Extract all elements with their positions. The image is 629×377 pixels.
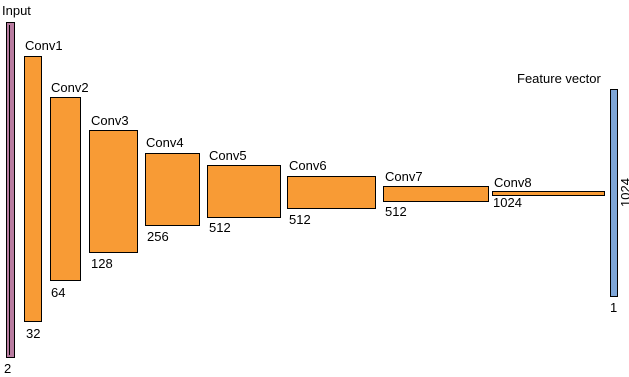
feature-vector-depth: 1	[610, 300, 618, 315]
conv2-block	[50, 97, 81, 281]
feature-vector-dim: 1024	[618, 178, 629, 207]
conv6-block	[287, 176, 376, 209]
conv6-label: Conv6	[289, 158, 327, 173]
conv8-label: Conv8	[494, 175, 532, 190]
input-block	[6, 22, 15, 358]
conv7-channels: 512	[385, 204, 407, 219]
conv5-block	[207, 165, 281, 218]
conv1-label: Conv1	[25, 38, 63, 53]
conv4-block	[145, 153, 200, 226]
conv6-channels: 512	[289, 212, 311, 227]
conv3-channels: 128	[91, 256, 113, 271]
conv7-label: Conv7	[385, 169, 423, 184]
conv3-label: Conv3	[91, 113, 129, 128]
conv3-block	[89, 130, 138, 253]
conv5-channels: 512	[209, 220, 231, 235]
input-dim-label: 2	[4, 361, 12, 376]
conv1-channels: 32	[26, 326, 41, 341]
conv2-channels: 64	[51, 285, 66, 300]
feature-vector-label: Feature vector	[517, 71, 601, 86]
conv5-label: Conv5	[209, 148, 247, 163]
conv8-channels: 1024	[493, 195, 522, 210]
conv4-label: Conv4	[146, 135, 184, 150]
conv8-block	[492, 191, 605, 196]
feature-vector-block	[610, 89, 618, 297]
conv1-block	[24, 56, 42, 322]
conv4-channels: 256	[147, 229, 169, 244]
conv7-block	[383, 186, 489, 202]
input-label: Input	[2, 3, 31, 18]
conv2-label: Conv2	[51, 80, 89, 95]
